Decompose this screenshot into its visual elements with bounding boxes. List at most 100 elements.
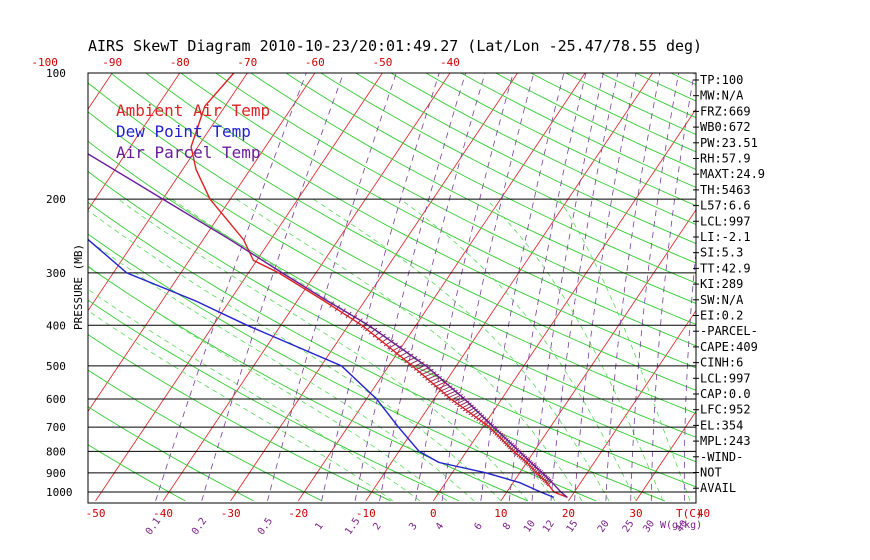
moist-adiabat-line: [400, 198, 637, 502]
index-item: LCL:997: [700, 371, 751, 385]
dry-adiabat-line: [180, 73, 696, 347]
cape-hatch-line: [350, 314, 358, 322]
mixing-ratio-label: 3: [407, 521, 419, 532]
mixing-ratio-line: [574, 73, 637, 501]
top-temp-tick-label: -100: [31, 56, 58, 69]
legend-entry: Dew Point Temp: [116, 122, 251, 141]
series-line-1: [190, 73, 568, 499]
index-item: MPL:243: [700, 434, 751, 448]
cape-hatch-line: [345, 311, 352, 319]
moist-adiabat-line: [312, 198, 610, 502]
dry-adiabat-line: [250, 73, 696, 304]
y-axis-title: PRESSURE (MB): [72, 244, 85, 330]
index-item: EI:0.2: [700, 309, 743, 323]
index-item: FRZ:669: [700, 104, 751, 118]
isotherm-line: [230, 73, 519, 502]
cape-hatch-line: [531, 464, 537, 471]
top-temp-tick-label: -40: [440, 56, 460, 69]
moist-adiabat-line: [171, 198, 556, 502]
cape-hatch-line: [481, 418, 489, 425]
isotherm-line: [297, 73, 586, 502]
pressure-tick-label: 800: [46, 445, 66, 458]
dry-adiabat-line: [88, 369, 323, 502]
cape-hatch-layer: [329, 301, 553, 487]
mixing-ratio-label: 6: [473, 521, 485, 532]
dry-adiabat-line: [88, 201, 665, 502]
mixing-unit-label: W(g/kg): [660, 520, 702, 531]
isotherm-line: [162, 73, 451, 502]
cape-hatch-line: [536, 470, 543, 477]
cape-hatch-line: [522, 455, 528, 463]
mixing-ratio-line: [415, 73, 514, 501]
series-line-2: [88, 237, 555, 499]
dry-adiabat-line: [355, 73, 696, 245]
series-layer: [88, 73, 568, 499]
mixing-ratio-label: 25: [621, 518, 637, 534]
cape-hatch-line: [513, 447, 520, 455]
isotherm-line: [839, 54, 870, 501]
legend-entry: Air Parcel Temp: [116, 143, 261, 162]
bottom-temp-tick-label: 0: [430, 507, 437, 520]
cape-hatch-line: [520, 453, 526, 461]
cape-hatch-line: [534, 467, 540, 474]
mixing-ratio-line: [267, 73, 397, 502]
index-item: MAXT:24.9: [700, 167, 765, 181]
index-item: MW:N/A: [700, 89, 744, 103]
isotherm-line: [771, 54, 870, 501]
mixing-ratio-label: 4: [434, 521, 446, 532]
top-temp-tick-label: -50: [372, 56, 392, 69]
index-item: NOT: [700, 466, 722, 480]
moist-adiabat-line: [88, 310, 394, 502]
index-item: WB0:672: [700, 120, 751, 134]
legend-entry: Ambient Air Temp: [116, 101, 270, 120]
pressure-tick-label: 300: [46, 267, 66, 280]
mixing-ratio-label: 0.2: [190, 516, 209, 537]
axis-layer: 1002003004005006007008009001000-120-110-…: [31, 56, 710, 537]
moist-adiabat-line: [558, 198, 691, 502]
index-item: AVAIL: [700, 481, 736, 495]
mixing-ratio-label: 12: [541, 518, 557, 534]
index-item: SI:5.3: [700, 246, 743, 260]
cape-hatch-line: [365, 324, 373, 332]
isotherm-line: [88, 73, 181, 211]
cape-hatch-line: [492, 427, 498, 434]
dry-adiabat-line: [88, 406, 254, 502]
moist-adiabat-line: [236, 198, 583, 502]
cape-hatch-line: [542, 475, 549, 483]
cape-hatch-line: [535, 468, 542, 476]
cape-hatch-line: [355, 318, 363, 325]
cape-hatch-line: [511, 446, 518, 453]
isotherm-line: [568, 309, 696, 502]
cape-hatch-line: [541, 474, 548, 481]
index-item: L57:6.6: [700, 199, 751, 213]
pressure-tick-label: 1000: [46, 486, 73, 499]
cape-hatch-line: [514, 449, 521, 456]
index-item: RH:57.9: [700, 152, 751, 166]
mixing-ratio-line: [550, 73, 619, 501]
index-item: LFC:952: [700, 403, 751, 417]
cape-hatch-line: [529, 462, 536, 470]
dry-adiabat-line: [285, 73, 696, 284]
dry-adiabat-line: [110, 73, 696, 391]
pressure-tick-label: 700: [46, 421, 66, 434]
mixing-ratio-label: 1: [313, 521, 325, 532]
bottom-temp-tick-label: -50: [86, 507, 106, 520]
index-item: CAP:0.0: [700, 387, 751, 401]
series-line-3: [88, 153, 568, 498]
dry-adiabat-line: [88, 233, 597, 502]
cape-hatch-line: [503, 437, 509, 445]
mixing-ratio-label: 10: [522, 518, 538, 534]
cape-hatch-line: [360, 321, 369, 329]
temp-unit-label: T(C): [676, 507, 703, 520]
mixing-ratio-line: [480, 73, 565, 501]
cape-hatch-line: [380, 336, 390, 344]
index-item: TH:5463: [700, 183, 751, 197]
bottom-temp-tick-label: -20: [288, 507, 308, 520]
cape-hatch-line: [508, 442, 514, 450]
pressure-tick-label: 600: [46, 393, 66, 406]
cape-hatch-line: [499, 434, 506, 441]
cape-hatch-line: [532, 465, 539, 473]
cape-hatch-line: [509, 444, 516, 452]
chart-title: AIRS SkewT Diagram 2010-10-23/20:01:49.2…: [88, 37, 702, 55]
